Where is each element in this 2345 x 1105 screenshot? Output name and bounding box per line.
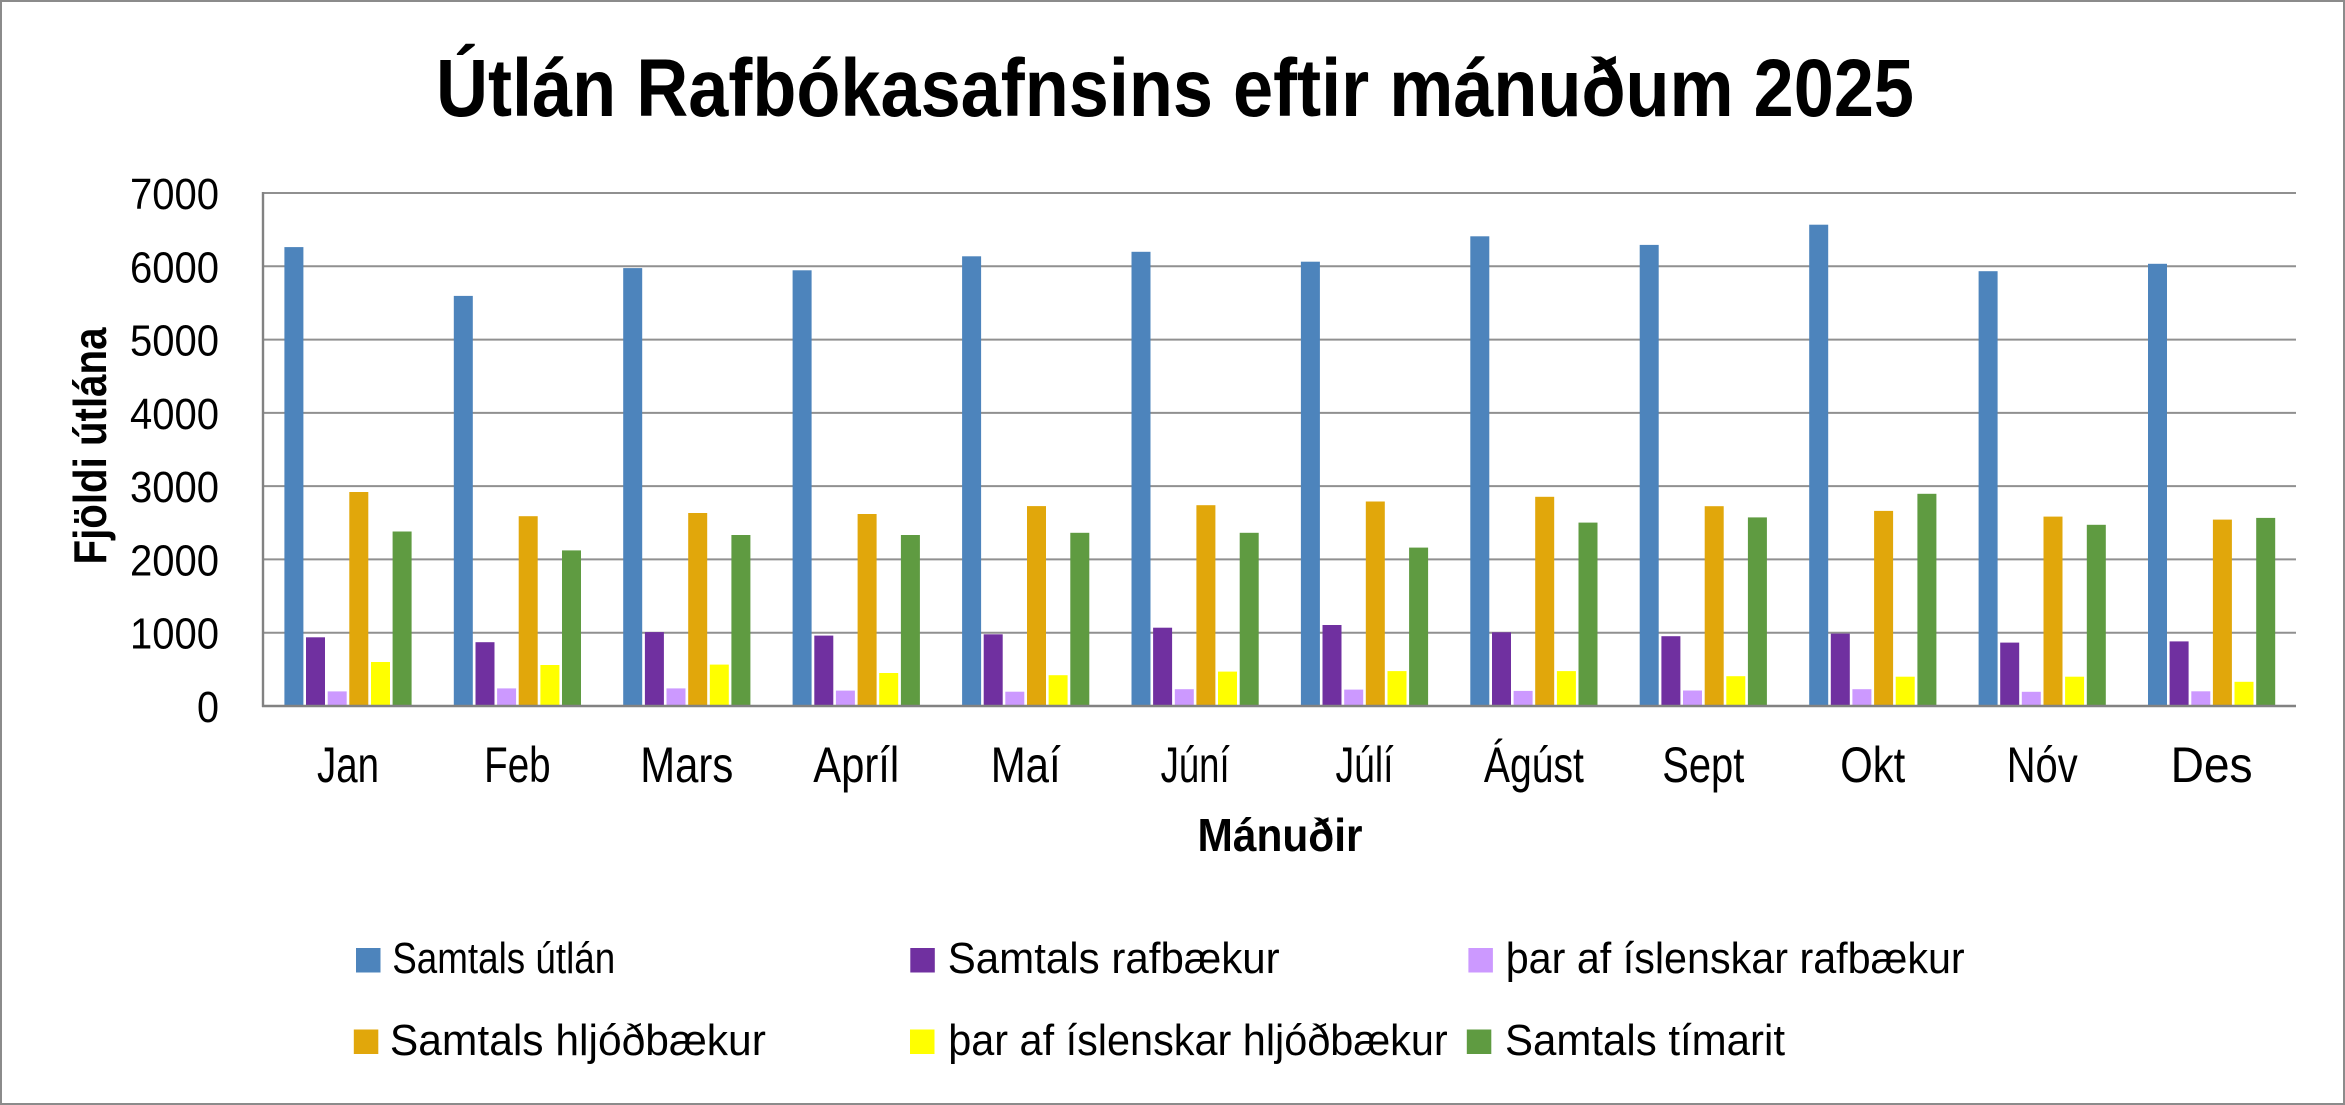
svg-text:Ágúst: Ágúst [1484,737,1584,793]
svg-text:Jan: Jan [317,737,379,793]
svg-text:þar af íslenskar rafbækur: þar af íslenskar rafbækur [1506,934,1965,983]
svg-text:Mánuðir: Mánuðir [1198,809,1363,861]
svg-text:Nóv: Nóv [2007,737,2078,793]
svg-text:Apríl: Apríl [813,737,899,793]
svg-text:Samtals hljóðbækur: Samtals hljóðbækur [390,1016,766,1065]
svg-text:Samtals tímarit: Samtals tímarit [1505,1016,1785,1065]
svg-text:Júlí: Júlí [1336,737,1394,793]
svg-text:Fjöldi útlána: Fjöldi útlána [64,327,116,564]
svg-text:þar af íslenskar hljóðbækur: þar af íslenskar hljóðbækur [948,1016,1447,1065]
svg-text:Maí: Maí [991,737,1061,793]
svg-text:Okt: Okt [1840,737,1905,793]
svg-text:Des: Des [2171,737,2253,793]
svg-text:1000: 1000 [130,610,219,659]
svg-text:Sept: Sept [1662,737,1744,793]
svg-text:0: 0 [197,683,219,732]
svg-text:5000: 5000 [130,317,219,366]
svg-text:Feb: Feb [484,737,551,793]
svg-text:3000: 3000 [130,463,219,512]
svg-text:4000: 4000 [130,390,219,439]
svg-text:Mars: Mars [640,737,733,793]
svg-text:Samtals rafbækur: Samtals rafbækur [948,934,1280,983]
svg-text:7000: 7000 [130,170,219,219]
svg-text:6000: 6000 [130,243,219,292]
svg-text:Júní: Júní [1161,737,1230,793]
svg-text:Útlán Rafbókasafnsins eftir má: Útlán Rafbókasafnsins eftir mánuðum 2025 [436,43,1914,134]
svg-text:2000: 2000 [130,536,219,585]
svg-text:Samtals útlán: Samtals útlán [392,934,615,983]
